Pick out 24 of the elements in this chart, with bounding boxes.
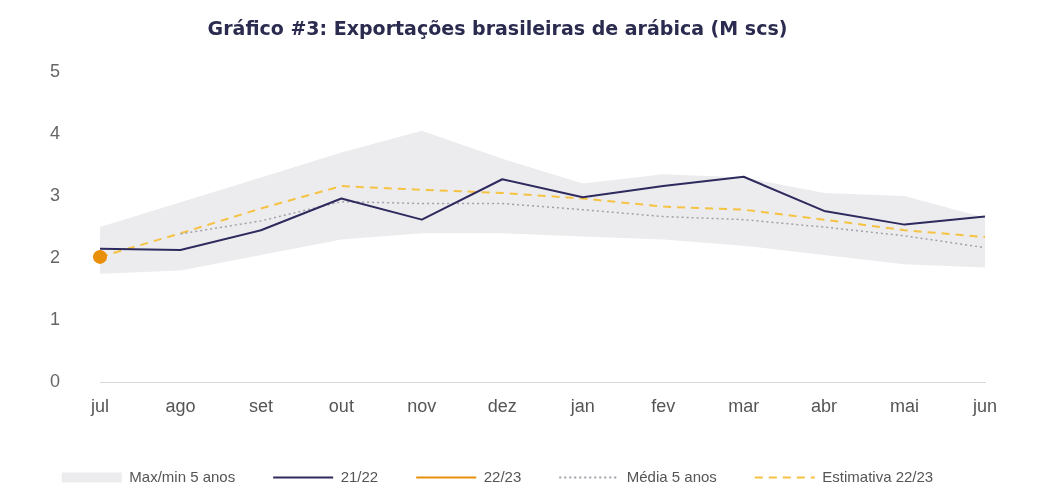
legend-label: 21/22 (340, 467, 379, 485)
legend-label: Max/min 5 anos (129, 467, 236, 485)
x-tick-label: ago (165, 396, 196, 417)
x-tick-label: nov (407, 396, 437, 417)
y-tick-label: 0 (50, 371, 61, 392)
x-tick-label: out (328, 396, 354, 417)
y-tick-label: 5 (50, 60, 61, 81)
legend-label: 22/23 (483, 467, 522, 485)
x-tick-label: abr (811, 396, 838, 417)
x-tick-label: dez (487, 396, 517, 417)
y-tick-label: 2 (50, 247, 61, 268)
x-tick-label: set (248, 396, 273, 417)
legend-label: Média 5 anos (626, 467, 717, 485)
x-tick-label: mai (890, 396, 920, 417)
y-tick-label: 3 (50, 185, 61, 206)
chart-title: Gráfico #3: Exportações brasileiras de arábica (M scs) (207, 17, 788, 40)
y-tick-label: 1 (50, 309, 61, 330)
x-tick-label: jun (971, 396, 998, 417)
legend-label: Estimativa 22/23 (822, 467, 934, 485)
x-tick-label: mar (728, 396, 760, 417)
x-tick-label: fev (651, 396, 676, 417)
x-tick-label: jul (90, 396, 110, 417)
y-tick-label: 4 (50, 122, 61, 143)
x-tick-label: jan (569, 396, 595, 417)
